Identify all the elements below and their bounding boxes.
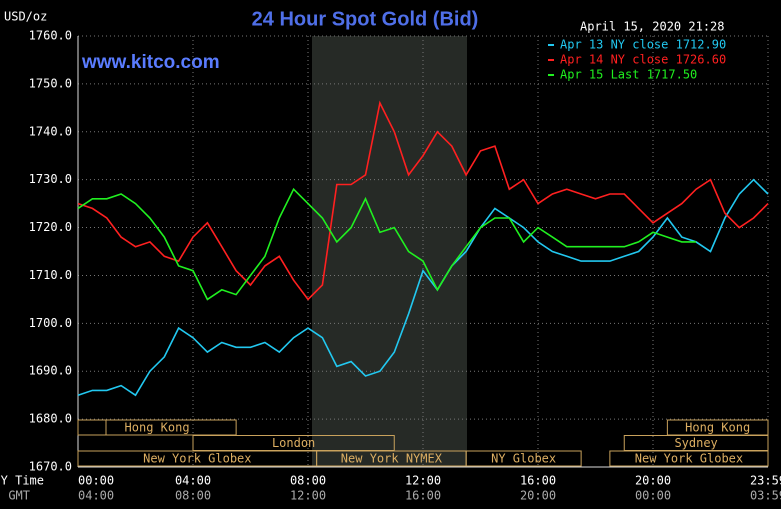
chart-title: 24 Hour Spot Gold (Bid): [252, 8, 479, 30]
session-label: Sydney: [674, 436, 717, 450]
x2-tick-label: 04:00: [78, 489, 114, 503]
series-line: [77, 178, 769, 397]
session-label: New York Globex: [635, 452, 743, 466]
x-axis-label: NY Time: [0, 474, 44, 488]
x2-tick-label: 20:00: [520, 489, 556, 503]
y-axis-label: USD/oz: [4, 10, 47, 24]
legend-label: Apr 15 Last 1717.50: [560, 68, 697, 82]
session-label: Hong Kong: [125, 421, 190, 435]
y-tick-label: 1720.0: [29, 220, 72, 234]
x2-tick-label: 00:00: [635, 489, 671, 503]
x-tick-label: 12:00: [405, 474, 441, 488]
x-tick-label: 00:00: [78, 474, 114, 488]
y-tick-label: 1710.0: [29, 268, 72, 282]
x2-tick-label: 08:00: [175, 489, 211, 503]
session-label: London: [272, 436, 315, 450]
x-tick-label: 20:00: [635, 474, 671, 488]
session-bar: [465, 450, 582, 467]
y-tick-label: 1750.0: [29, 76, 72, 90]
y-tick-label: 1740.0: [29, 124, 72, 138]
x-tick-label: 04:00: [175, 474, 211, 488]
session-bar: [77, 419, 237, 436]
session-bar: [609, 450, 769, 467]
session-label: New York NYMEX: [341, 452, 443, 466]
x-tick-label: 16:00: [520, 474, 556, 488]
source: www.kitco.com: [81, 52, 220, 73]
y-tick-label: 1700.0: [29, 316, 72, 330]
timestamp: April 15, 2020 21:28: [580, 20, 725, 34]
x2-tick-label: 03:59: [750, 489, 781, 503]
x-tick-label: 08:00: [290, 474, 326, 488]
y-tick-label: 1690.0: [29, 364, 72, 378]
x2-tick-label: 16:00: [405, 489, 441, 503]
session-label: NY Globex: [491, 452, 556, 466]
nymex-shade: [312, 36, 467, 467]
y-tick-label: 1760.0: [29, 29, 72, 43]
y-tick-label: 1730.0: [29, 172, 72, 186]
x2-axis-label: GMT: [8, 489, 30, 503]
series-line: [77, 100, 769, 301]
session-label: New York Globex: [143, 452, 251, 466]
y-tick-label: 1670.0: [29, 460, 72, 474]
x2-tick-label: 12:00: [290, 489, 326, 503]
legend-label: Apr 14 NY close 1726.60: [560, 53, 726, 67]
series-line: [77, 187, 697, 301]
legend-label: Apr 13 NY close 1712.90: [560, 38, 726, 52]
y-tick-label: 1680.0: [29, 412, 72, 426]
x-tick-label: 23:59: [750, 474, 781, 488]
session-label: Hong Kong: [685, 421, 750, 435]
